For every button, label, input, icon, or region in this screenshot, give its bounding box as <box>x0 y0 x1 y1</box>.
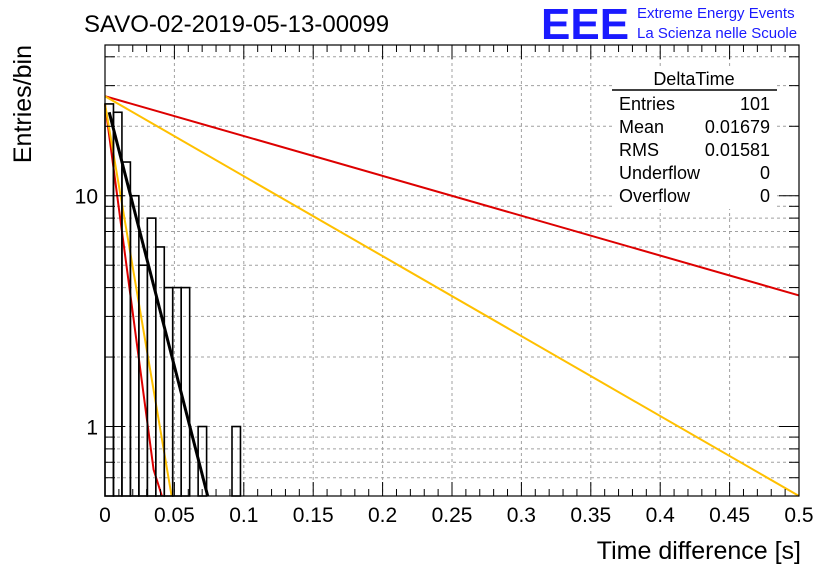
x-tick-label: 0.25 <box>432 504 473 527</box>
org-name-line2: La Scienza nelle Scuole <box>637 25 797 42</box>
x-tick-label: 0.1 <box>229 504 258 527</box>
stats-value-overflow: 0 <box>760 186 770 206</box>
x-tick-label: 0.2 <box>368 504 397 527</box>
stats-label-overflow: Overflow <box>619 186 691 206</box>
x-tick-label: 0.5 <box>784 504 813 527</box>
x-tick-label: 0.35 <box>570 504 611 527</box>
chart-title: SAVO-02-2019-05-13-00099 <box>84 11 389 38</box>
x-tick-label: 0.45 <box>709 504 750 527</box>
stats-label-entries: Entries <box>619 94 675 114</box>
org-name-line1: Extreme Energy Events <box>637 5 795 22</box>
histogram-bin <box>155 246 166 497</box>
stats-label-rms: RMS <box>619 140 659 160</box>
fit-curves <box>104 95 800 497</box>
stats-value-entries: 101 <box>740 94 770 114</box>
stats-label-mean: Mean <box>619 117 664 137</box>
stats-label-underflow: Underflow <box>619 163 701 183</box>
x-tick-label: 0.15 <box>293 504 334 527</box>
plot-frame <box>104 44 800 497</box>
stats-value-rms: 0.01581 <box>705 140 770 160</box>
y-tick-label: 1 <box>86 417 98 440</box>
fit-line-red <box>104 95 800 297</box>
x-tick-label: 0.05 <box>154 504 195 527</box>
fit-line-black <box>107 111 210 497</box>
eee-logo: EEE <box>541 0 629 49</box>
x-tick-label: 0 <box>99 504 111 527</box>
stats-box: DeltaTime Entries 101 Mean 0.01679 RMS 0.0158… <box>612 69 777 209</box>
y-axis-label: Entries/bin <box>9 45 37 163</box>
stats-value-mean: 0.01679 <box>705 117 770 137</box>
fit-line-yellow <box>104 95 800 497</box>
stats-title: DeltaTime <box>653 69 734 89</box>
x-axis-label: Time difference [s] <box>597 537 801 565</box>
histogram-bin <box>138 264 149 497</box>
stats-value-underflow: 0 <box>760 163 770 183</box>
x-tick-label: 0.4 <box>646 504 676 527</box>
x-tick-label: 0.3 <box>507 504 536 527</box>
y-tick-label: 10 <box>75 186 98 209</box>
